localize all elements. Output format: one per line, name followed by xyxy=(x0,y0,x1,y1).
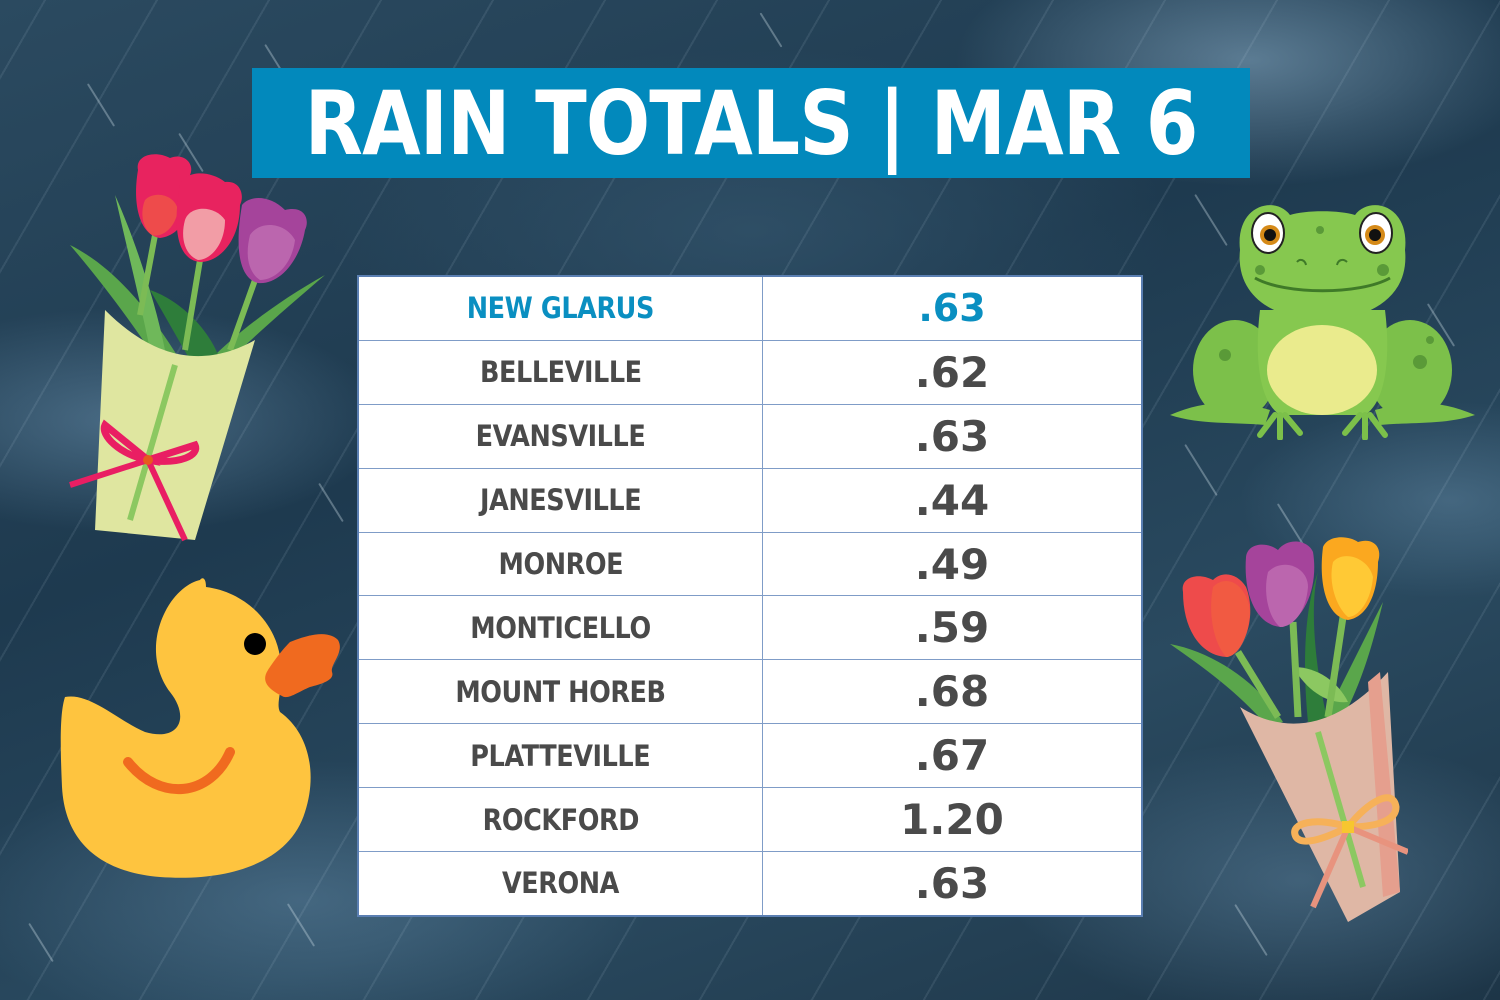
rain-value-cell: .63 xyxy=(762,851,1143,917)
table-row: NEW GLARUS .63 xyxy=(357,275,1143,341)
title-banner: RAIN TOTALS | MAR 6 xyxy=(252,68,1250,178)
frog-icon xyxy=(1170,205,1475,440)
table-row: VERONA .63 xyxy=(357,851,1143,917)
table-row: MOUNT HOREB .68 xyxy=(357,659,1143,725)
city-cell: PLATTEVILLE xyxy=(357,723,763,789)
table-row: MONROE .49 xyxy=(357,531,1143,597)
rain-value-cell: .63 xyxy=(762,275,1143,341)
tulip-bouquet-icon xyxy=(1170,537,1408,922)
city-cell: JANESVILLE xyxy=(357,467,763,533)
table-row: PLATTEVILLE .67 xyxy=(357,723,1143,789)
rain-value-cell: .63 xyxy=(762,403,1143,469)
rain-value-cell: 1.20 xyxy=(762,787,1143,853)
rain-value-cell: .59 xyxy=(762,595,1143,661)
city-cell: BELLEVILLE xyxy=(357,339,763,405)
rain-value-cell: .49 xyxy=(762,531,1143,597)
rain-streak xyxy=(1184,444,1218,496)
rain-streak xyxy=(759,12,783,48)
table-row: BELLEVILLE .62 xyxy=(357,339,1143,405)
table-row: EVANSVILLE .63 xyxy=(357,403,1143,469)
city-cell: NEW GLARUS xyxy=(357,275,763,341)
city-cell: EVANSVILLE xyxy=(357,403,763,469)
tulip-bouquet-icon xyxy=(69,154,325,542)
rubber-duck-icon xyxy=(60,578,340,878)
table-row: MONTICELLO .59 xyxy=(357,595,1143,661)
rain-streak xyxy=(86,83,116,127)
city-cell: MONROE xyxy=(357,531,763,597)
rain-streak xyxy=(286,903,316,947)
table-row: JANESVILLE .44 xyxy=(357,467,1143,533)
rain-streak xyxy=(28,922,54,963)
rain-value-cell: .68 xyxy=(762,659,1143,725)
city-cell: MONTICELLO xyxy=(357,595,763,661)
rain-value-cell: .62 xyxy=(762,339,1143,405)
table-row: ROCKFORD 1.20 xyxy=(357,787,1143,853)
rain-totals-table: NEW GLARUS .63 BELLEVILLE .62 EVANSVILLE… xyxy=(357,275,1143,917)
city-cell: VERONA xyxy=(357,851,763,917)
rain-value-cell: .44 xyxy=(762,467,1143,533)
rain-value-cell: .67 xyxy=(762,723,1143,789)
city-cell: MOUNT HOREB xyxy=(357,659,763,725)
page-title: RAIN TOTALS | MAR 6 xyxy=(304,71,1199,175)
city-cell: ROCKFORD xyxy=(357,787,763,853)
